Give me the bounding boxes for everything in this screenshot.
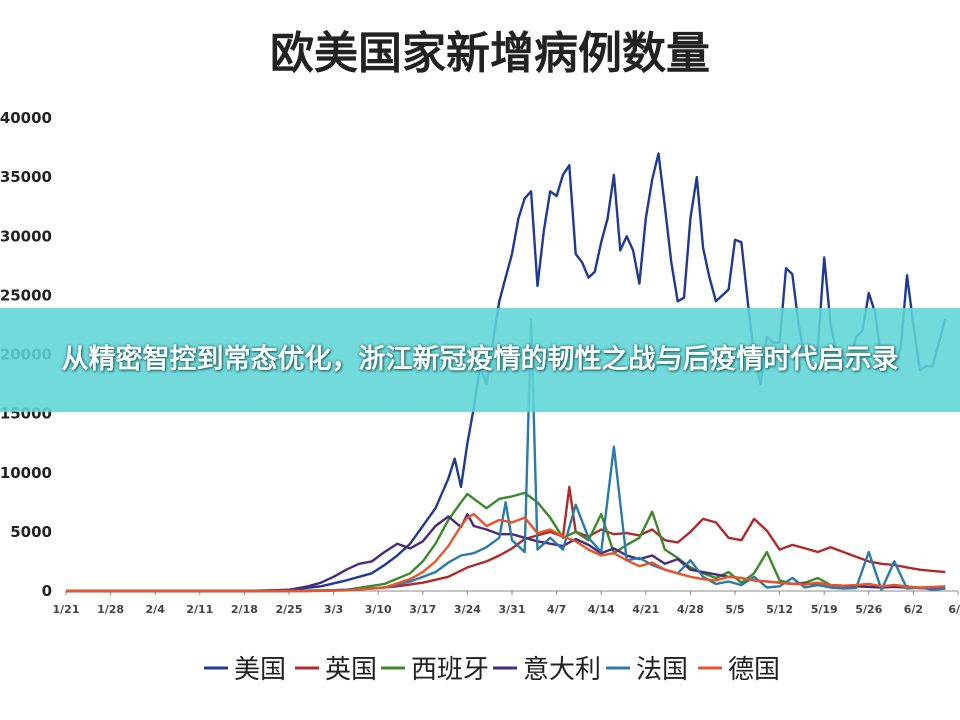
legend-label: 美国: [234, 655, 286, 685]
x-tick-label: 5/26: [855, 603, 882, 616]
x-tick-label: 3/17: [409, 603, 436, 616]
x-axis: 1/21 1/28 2/4 2/11 2/18 2/25 3/3 3/10 3/17 3/24 3/…: [53, 591, 960, 616]
x-tick-label: 3/31: [499, 603, 526, 616]
x-tick-label: 2/25: [276, 603, 303, 616]
x-tick-label: 3/10: [365, 603, 392, 616]
x-tick-label: 1/21: [53, 603, 80, 616]
legend-label: 法国: [636, 655, 688, 685]
x-tick-label: 4/14: [588, 603, 615, 616]
x-tick-label: 3/3: [324, 603, 343, 616]
headline-text: 从精密智控到常态优化，浙江新冠疫情的韧性之战与后疫情时代启示录: [61, 344, 899, 375]
x-tick-label: 4/7: [547, 603, 566, 616]
legend-label: 英国: [325, 655, 377, 685]
x-tick-label: 6/9: [948, 603, 960, 616]
x-tick-label: 5/19: [811, 603, 838, 616]
x-tick-label: 5/5: [725, 603, 744, 616]
legend-label: 意大利: [523, 655, 601, 685]
x-tick-label: 2/4: [146, 603, 166, 616]
x-tick-label: 5/12: [766, 603, 793, 616]
x-tick-label: 4/28: [677, 603, 704, 616]
y-axis: 0500010000150002000025000300003500040000: [0, 109, 52, 600]
legend: 美国 英国 西班牙 意大利 法国 德国: [204, 655, 780, 685]
series-line-德国: [66, 512, 946, 593]
series-line-英国: [66, 485, 946, 593]
legend-label: 德国: [728, 655, 780, 685]
y-tick-label: 35000: [0, 168, 52, 186]
x-tick-label: 2/18: [231, 603, 258, 616]
y-tick-label: 5000: [10, 523, 52, 541]
y-tick-label: 0: [42, 582, 52, 600]
series-line-法国: [66, 317, 946, 593]
y-tick-label: 10000: [0, 464, 52, 482]
x-tick-label: 3/24: [454, 603, 481, 616]
y-tick-label: 40000: [0, 109, 52, 127]
legend-label: 西班牙: [411, 655, 489, 685]
y-tick-label: 25000: [0, 286, 52, 304]
y-tick-label: 30000: [0, 227, 52, 245]
x-tick-label: 2/11: [186, 603, 213, 616]
x-tick-label: 1/28: [97, 603, 124, 616]
chart-title: 欧美国家新增病例数量: [270, 28, 710, 79]
headline-banner: 从精密智控到常态优化，浙江新冠疫情的韧性之战与后疫情时代启示录: [0, 308, 960, 412]
x-tick-label: 6/2: [904, 603, 923, 616]
x-tick-label: 4/21: [632, 603, 659, 616]
